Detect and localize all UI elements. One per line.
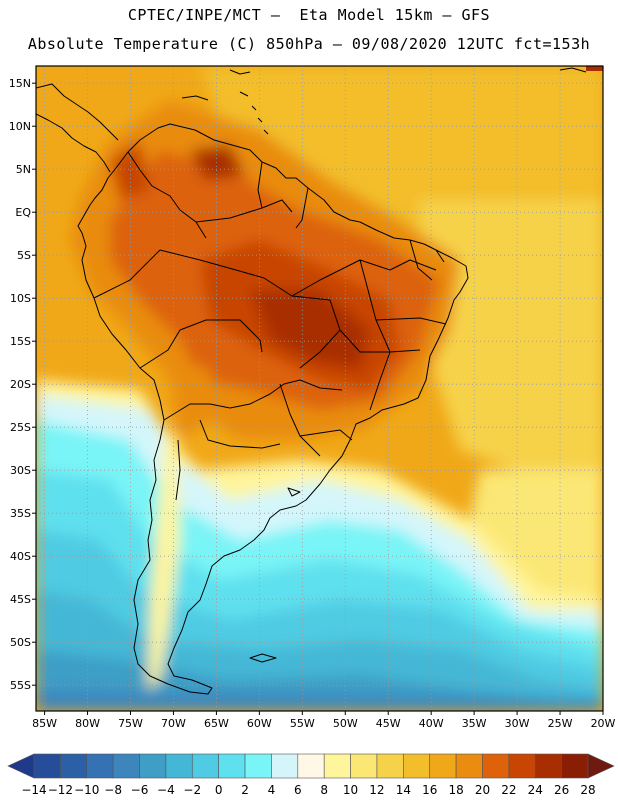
colorbar-label: −10 [74,783,99,797]
colorbar-swatch [429,753,457,779]
lon-label: 75W [118,717,143,730]
lat-label: 10S [10,292,31,305]
colorbar-label: 6 [294,783,302,797]
lat-label: 50S [10,636,31,649]
lat-label: 30S [10,464,31,477]
temperature-field [36,66,603,711]
colorbar-label: 2 [241,783,249,797]
lon-label: 40W [419,717,444,730]
lon-label: 55W [290,717,315,730]
colorbar-label: −2 [183,783,201,797]
colorbar-label: 18 [448,783,463,797]
lat-label: 5S [17,249,31,262]
lon-label: 45W [376,717,401,730]
lat-label: 15N [9,77,31,90]
colorbar-swatch [165,753,193,779]
colorbar-label: 10 [343,783,358,797]
map-frame [35,65,604,712]
colorbar-swatch [244,753,272,779]
latitude-axis: 15N 10N 5N EQ 5S 10S 15S 20S 25S 30S 35S 40S 45S 50S 5… [9,77,36,692]
colorbar-swatch [323,753,351,779]
colorbar-swatch [271,753,299,779]
lat-label: 15S [10,335,31,348]
colorbar-label: 16 [422,783,437,797]
colorbar-max-arrow [587,753,615,779]
coastlines-and-borders [36,67,587,695]
lat-label: 10N [9,120,31,133]
color-legend: −14 −12 −10 −8 −6 −4 −2 0 2 4 6 8 10 12 14 16 18 20 22 24 26… [7,753,615,797]
lon-label: 50W [333,717,358,730]
state-borders [291,239,447,411]
longitude-axis: 85W 80W 75W 70W 65W 60W 55W 50W 45W 40W 35W 30W 25W 2… [32,711,616,730]
colorbar-swatch [297,753,325,779]
lat-label: 20S [10,378,31,391]
lat-label: 35S [10,507,31,520]
colorbar-swatch [403,753,431,779]
colorbar-swatch [218,753,246,779]
lon-label: 60W [247,717,272,730]
lat-label: 25S [10,421,31,434]
caribbean-islands [181,67,587,135]
colorbar-swatch [112,753,140,779]
lon-label: 20W [591,717,616,730]
colorbar-label: 4 [268,783,276,797]
colorbar-label: 26 [554,783,569,797]
colorbar-swatch [561,753,589,779]
lat-label: 55S [10,679,31,692]
colorbar-swatch [508,753,536,779]
colorbar-swatch [60,753,88,779]
colorbar-swatch [139,753,167,779]
colorbar-label: 20 [475,783,490,797]
lat-label: 40S [10,550,31,563]
colorbar-label: −6 [131,783,149,797]
colorbar-label: 22 [501,783,516,797]
chart-title-line-1: CPTEC/INPE/MCT – Eta Model 15km – GFS [127,6,491,24]
colorbar-min-arrow [7,753,35,779]
colorbar-label: 24 [528,783,543,797]
lon-label: 25W [548,717,573,730]
colorbar-swatch [86,753,114,779]
central-america-coastline [36,83,119,173]
colorbar-label: 8 [320,783,328,797]
colorbar-swatch [534,753,562,779]
lon-label: 85W [32,717,57,730]
lon-label: 65W [204,717,229,730]
country-borders [93,151,353,501]
lat-label: EQ [15,206,31,219]
colorbar-swatch [33,753,61,779]
colorbar-label: −8 [104,783,122,797]
colorbar-label: −14 [21,783,46,797]
lon-label: 70W [161,717,186,730]
colorbar-swatch [482,753,510,779]
lat-lon-grid [36,66,603,711]
colorbar-label: 12 [369,783,384,797]
lakes [249,487,301,663]
lon-label: 35W [462,717,487,730]
lat-label: 5N [16,163,31,176]
south-america-coastline [77,123,469,695]
colorbar-label: −4 [157,783,175,797]
colorbar-label: −12 [48,783,73,797]
colorbar-swatch [376,753,404,779]
colorbar-label: 28 [580,783,595,797]
lat-label: 45S [10,593,31,606]
colorbar-label: 14 [396,783,411,797]
colorbar-swatch [455,753,483,779]
colorbar-swatch [350,753,378,779]
colorbar-swatch [191,753,219,779]
chart-title-line-2: Absolute Temperature (C) 850hPa – 09/08/… [27,35,591,53]
colorbar-label: 0 [215,783,223,797]
lon-label: 30W [505,717,530,730]
lon-label: 80W [75,717,100,730]
